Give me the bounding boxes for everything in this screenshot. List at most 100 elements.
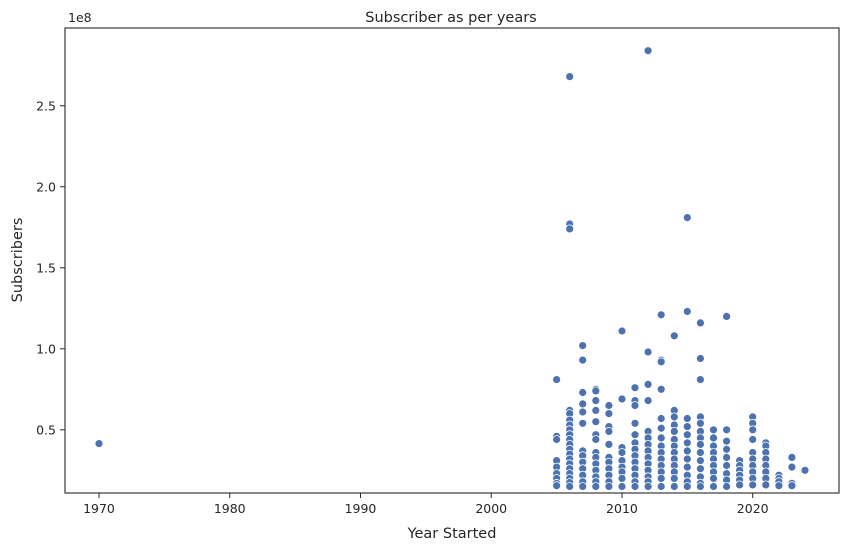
data-point: [669, 473, 679, 483]
data-point: [787, 452, 797, 462]
data-point: [656, 310, 666, 320]
data-point: [669, 426, 679, 436]
data-point: [722, 311, 731, 321]
data-point: [591, 482, 601, 491]
data-point: [696, 456, 705, 466]
data-point: [643, 46, 653, 56]
data-point: [682, 213, 692, 223]
data-point: [774, 481, 784, 491]
data-point: [604, 426, 614, 436]
x-tick-label: 1970: [83, 501, 115, 516]
y-tick-label: 2.0: [36, 179, 56, 194]
data-point: [787, 481, 797, 491]
data-point: [565, 482, 575, 491]
x-tick-label: 2010: [606, 501, 638, 516]
data-point: [696, 354, 705, 363]
x-axis-title: Year Started: [407, 526, 497, 542]
data-point: [630, 383, 640, 393]
data-point: [630, 401, 640, 410]
data-point: [682, 422, 692, 432]
data-point: [578, 341, 588, 351]
data-point: [617, 448, 627, 457]
data-point: [696, 448, 705, 457]
data-point: [722, 444, 731, 454]
data-point: [709, 473, 718, 483]
data-point: [565, 72, 575, 81]
data-point: [682, 454, 692, 464]
data-point: [591, 386, 601, 396]
data-point: [696, 318, 705, 328]
y-axis-title: Subscribers: [10, 218, 26, 303]
data-point: [617, 326, 627, 336]
data-point: [604, 401, 614, 410]
data-point: [656, 473, 666, 483]
data-point: [656, 433, 666, 443]
data-point: [669, 331, 679, 341]
data-point: [748, 480, 758, 490]
y-tick-label: 0.5: [36, 422, 56, 437]
data-point: [578, 482, 588, 491]
data-point: [709, 425, 718, 435]
data-point: [656, 414, 666, 423]
data-point: [696, 375, 705, 385]
data-point: [578, 407, 588, 417]
data-point: [682, 307, 692, 316]
x-axis: 1970 1980 1990 2000 2010 2020: [83, 493, 769, 516]
data-point: [552, 481, 561, 491]
data-point: [578, 399, 588, 409]
data-point: [682, 438, 692, 448]
data-point: [722, 482, 731, 491]
y-axis: 0.5 1.0 1.5 2.0 2.5: [36, 98, 65, 437]
plot-frame: [64, 27, 840, 494]
y-tick-label: 1.5: [36, 260, 56, 275]
data-point: [656, 384, 666, 394]
x-tick-label: 1980: [214, 501, 246, 516]
data-point: [591, 417, 601, 427]
data-point: [604, 439, 614, 449]
data-point: [591, 405, 601, 415]
data-point: [656, 482, 666, 491]
data-point: [656, 357, 666, 367]
data-point: [722, 452, 731, 462]
y-offset-label: 1e8: [68, 10, 92, 25]
data-point: [722, 461, 731, 470]
data-point: [643, 379, 653, 389]
data-point: [682, 446, 692, 456]
x-tick-label: 2000: [475, 501, 507, 516]
data-point: [565, 224, 575, 234]
data-point: [800, 465, 810, 475]
data-point: [630, 430, 640, 440]
data-point: [748, 425, 758, 435]
data-point: [643, 396, 653, 406]
x-tick-label: 2020: [737, 501, 769, 516]
data-point: [735, 480, 744, 490]
data-point: [604, 409, 614, 419]
data-point: [578, 418, 588, 428]
data-point: [682, 462, 692, 472]
data-point: [696, 418, 705, 428]
data-point: [591, 396, 601, 406]
data-point: [709, 482, 718, 491]
data-point: [617, 482, 627, 491]
data-point: [696, 464, 705, 474]
data-point: [722, 436, 731, 446]
data-point: [630, 482, 640, 491]
y-tick-label: 1.0: [36, 341, 56, 356]
y-tick-label: 2.5: [36, 98, 56, 113]
data-point: [787, 462, 797, 472]
data-point: [761, 480, 771, 490]
chart-title: Subscriber as per years: [365, 10, 536, 26]
points-layer: [94, 46, 810, 491]
data-point: [722, 425, 731, 435]
data-point: [656, 423, 666, 433]
data-point: [617, 473, 627, 483]
data-point: [643, 347, 653, 357]
data-point: [709, 433, 718, 443]
data-point: [669, 412, 679, 422]
data-point: [94, 439, 104, 449]
data-point: [604, 482, 614, 491]
x-tick-label: 1990: [345, 501, 377, 516]
data-point: [552, 435, 561, 444]
data-point: [682, 482, 692, 491]
